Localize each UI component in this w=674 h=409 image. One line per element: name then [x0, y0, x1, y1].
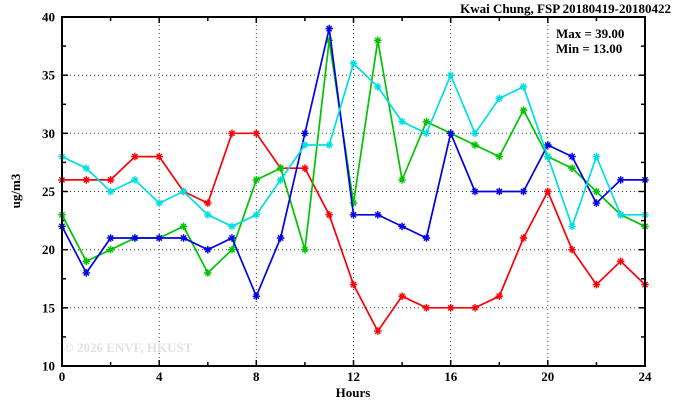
series-markers-day-4-cyan [58, 59, 649, 231]
x-tick-label: 24 [639, 369, 653, 384]
x-tick-label: 4 [156, 369, 163, 384]
series-markers-day-1-red [58, 129, 649, 335]
y-tick-label: 30 [42, 126, 55, 141]
y-tick-label: 10 [42, 359, 55, 374]
y-tick-label: 15 [42, 300, 56, 315]
x-tick-label: 20 [541, 369, 554, 384]
y-tick-label: 20 [42, 242, 55, 257]
min-value-label: Min = 13.00 [556, 41, 622, 56]
chart-title: Kwai Chung, FSP 20180419-20180422 [460, 1, 671, 16]
x-axis-title: Hours [336, 385, 371, 400]
x-tick-label: 16 [444, 369, 458, 384]
y-tick-label: 25 [42, 184, 56, 199]
y-tick-label: 40 [42, 10, 55, 25]
plot-border [61, 16, 646, 367]
y-axis-title: ug/m3 [8, 173, 23, 208]
max-value-label: Max = 39.00 [556, 26, 624, 41]
x-tick-label: 12 [347, 369, 360, 384]
y-tick-label: 35 [42, 68, 56, 83]
watermark: © 2026 ENVF, HKUST [64, 340, 193, 355]
plot-area: 10 15 20 25 30 35 40 0 4 8 12 16 20 24 [42, 10, 652, 385]
x-tick-label: 0 [59, 369, 66, 384]
series-line-day-3-blue [61, 28, 645, 299]
x-tick-label: 8 [253, 369, 260, 384]
